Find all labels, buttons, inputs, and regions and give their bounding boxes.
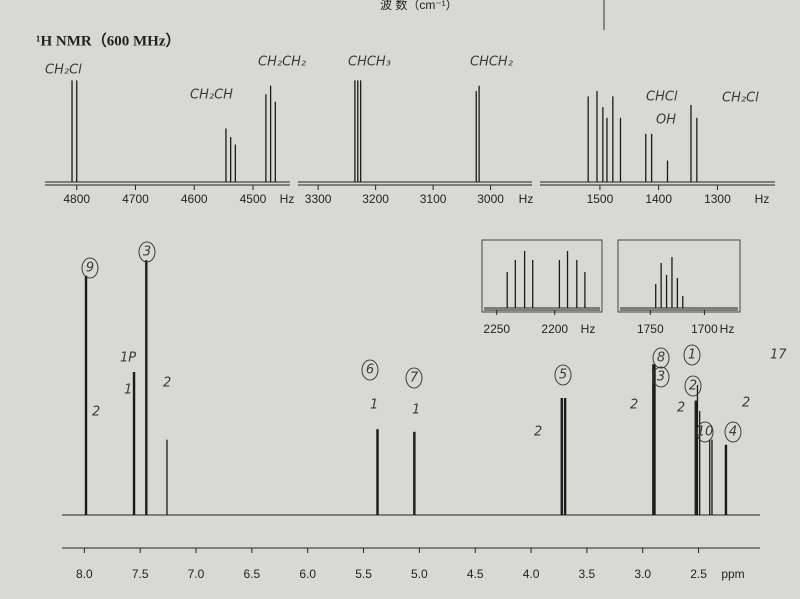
handwritten-note: 2 xyxy=(92,405,100,420)
circled-label: 1 xyxy=(688,348,696,363)
circle-mark xyxy=(81,257,99,279)
circle-mark xyxy=(554,364,572,386)
x-tick-label: 8.0 xyxy=(76,567,93,581)
x-tick-label: 4700 xyxy=(122,192,149,206)
circle-mark xyxy=(683,344,701,366)
x-tick-label: 3.5 xyxy=(579,567,596,581)
circle-mark xyxy=(696,421,714,443)
chart-title: ¹H NMR（600 MHz） xyxy=(36,31,180,49)
inset-frame xyxy=(481,239,603,313)
handwritten-note: CHCH₃ xyxy=(348,55,391,70)
handwritten-note: 2 xyxy=(630,398,638,413)
x-tick-label: 1300 xyxy=(704,192,731,206)
header: 波 数（cm⁻¹） xyxy=(380,0,458,12)
circled-label: 5 xyxy=(559,368,567,383)
handwritten-note: 1 xyxy=(370,398,378,413)
circled-label: 6 xyxy=(366,363,374,378)
x-tick-label: 3000 xyxy=(477,192,504,206)
handwritten-note: OH xyxy=(656,113,676,128)
x-tick-label: 4.0 xyxy=(523,567,540,581)
x-axis-unit: ppm xyxy=(721,567,744,581)
x-axis-unit: Hz xyxy=(720,322,735,336)
handwritten-note: 2 xyxy=(163,376,171,391)
circle-mark xyxy=(138,241,156,263)
x-axis-unit: Hz xyxy=(280,192,295,206)
x-axis-unit: Hz xyxy=(519,192,534,206)
circled-label: 8 xyxy=(657,351,665,366)
circle-mark xyxy=(405,367,423,389)
inset-frame xyxy=(617,239,741,313)
handwritten-note: 2 xyxy=(534,425,542,440)
circled-label: 10 xyxy=(697,425,714,440)
handwritten-note: 2 xyxy=(742,396,750,411)
handwritten-note: CHCH₂ xyxy=(470,55,513,70)
x-tick-label: 3200 xyxy=(362,192,389,206)
handwritten-note: CH₂CH₂ xyxy=(258,55,306,70)
circle-mark xyxy=(724,421,742,443)
handwritten-note: 17 xyxy=(770,348,787,363)
circle-mark xyxy=(652,366,670,388)
x-tick-label: 4600 xyxy=(181,192,208,206)
circled-label: 3 xyxy=(657,370,665,385)
x-tick-label: 6.5 xyxy=(244,567,261,581)
circle-mark xyxy=(361,359,379,381)
x-tick-label: 7.0 xyxy=(188,567,205,581)
circled-label: 2 xyxy=(689,379,697,394)
handwritten-note: CH₂Cl xyxy=(45,63,82,78)
circled-label: 7 xyxy=(410,371,419,386)
handwritten-note: 1 xyxy=(124,383,132,398)
x-tick-label: 6.0 xyxy=(299,567,316,581)
x-tick-label: 2200 xyxy=(541,322,568,336)
x-axis-unit: Hz xyxy=(581,322,596,336)
x-tick-label: 3.0 xyxy=(634,567,651,581)
x-axis-unit: Hz xyxy=(755,192,770,206)
handwritten-note: CH₂Cl xyxy=(722,91,759,106)
x-tick-label: 3100 xyxy=(420,192,447,206)
x-tick-label: 3300 xyxy=(305,192,332,206)
handwritten-note: CHCl xyxy=(646,90,678,105)
x-tick-label: 1500 xyxy=(587,192,614,206)
x-tick-label: 2.5 xyxy=(690,567,707,581)
handwritten-note: 1 xyxy=(412,403,420,418)
x-tick-label: 5.0 xyxy=(411,567,428,581)
circle-mark xyxy=(684,375,702,397)
handwritten-note: 2 xyxy=(677,401,685,416)
x-tick-label: 1750 xyxy=(637,322,664,336)
x-tick-label: 4500 xyxy=(240,192,267,206)
x-tick-label: 1700 xyxy=(691,322,718,336)
handwritten-note: 1P xyxy=(120,351,136,366)
circled-label: 9 xyxy=(86,261,94,276)
x-tick-label: 2250 xyxy=(483,322,510,336)
circle-mark xyxy=(652,347,670,369)
x-tick-label: 4800 xyxy=(63,192,90,206)
x-tick-label: 4.5 xyxy=(467,567,484,581)
x-tick-label: 7.5 xyxy=(132,567,149,581)
x-tick-label: 1400 xyxy=(645,192,672,206)
x-tick-label: 5.5 xyxy=(355,567,372,581)
circled-label: 4 xyxy=(729,425,737,440)
handwritten-note: CH₂CH xyxy=(190,88,233,103)
circled-label: 3 xyxy=(143,245,151,260)
